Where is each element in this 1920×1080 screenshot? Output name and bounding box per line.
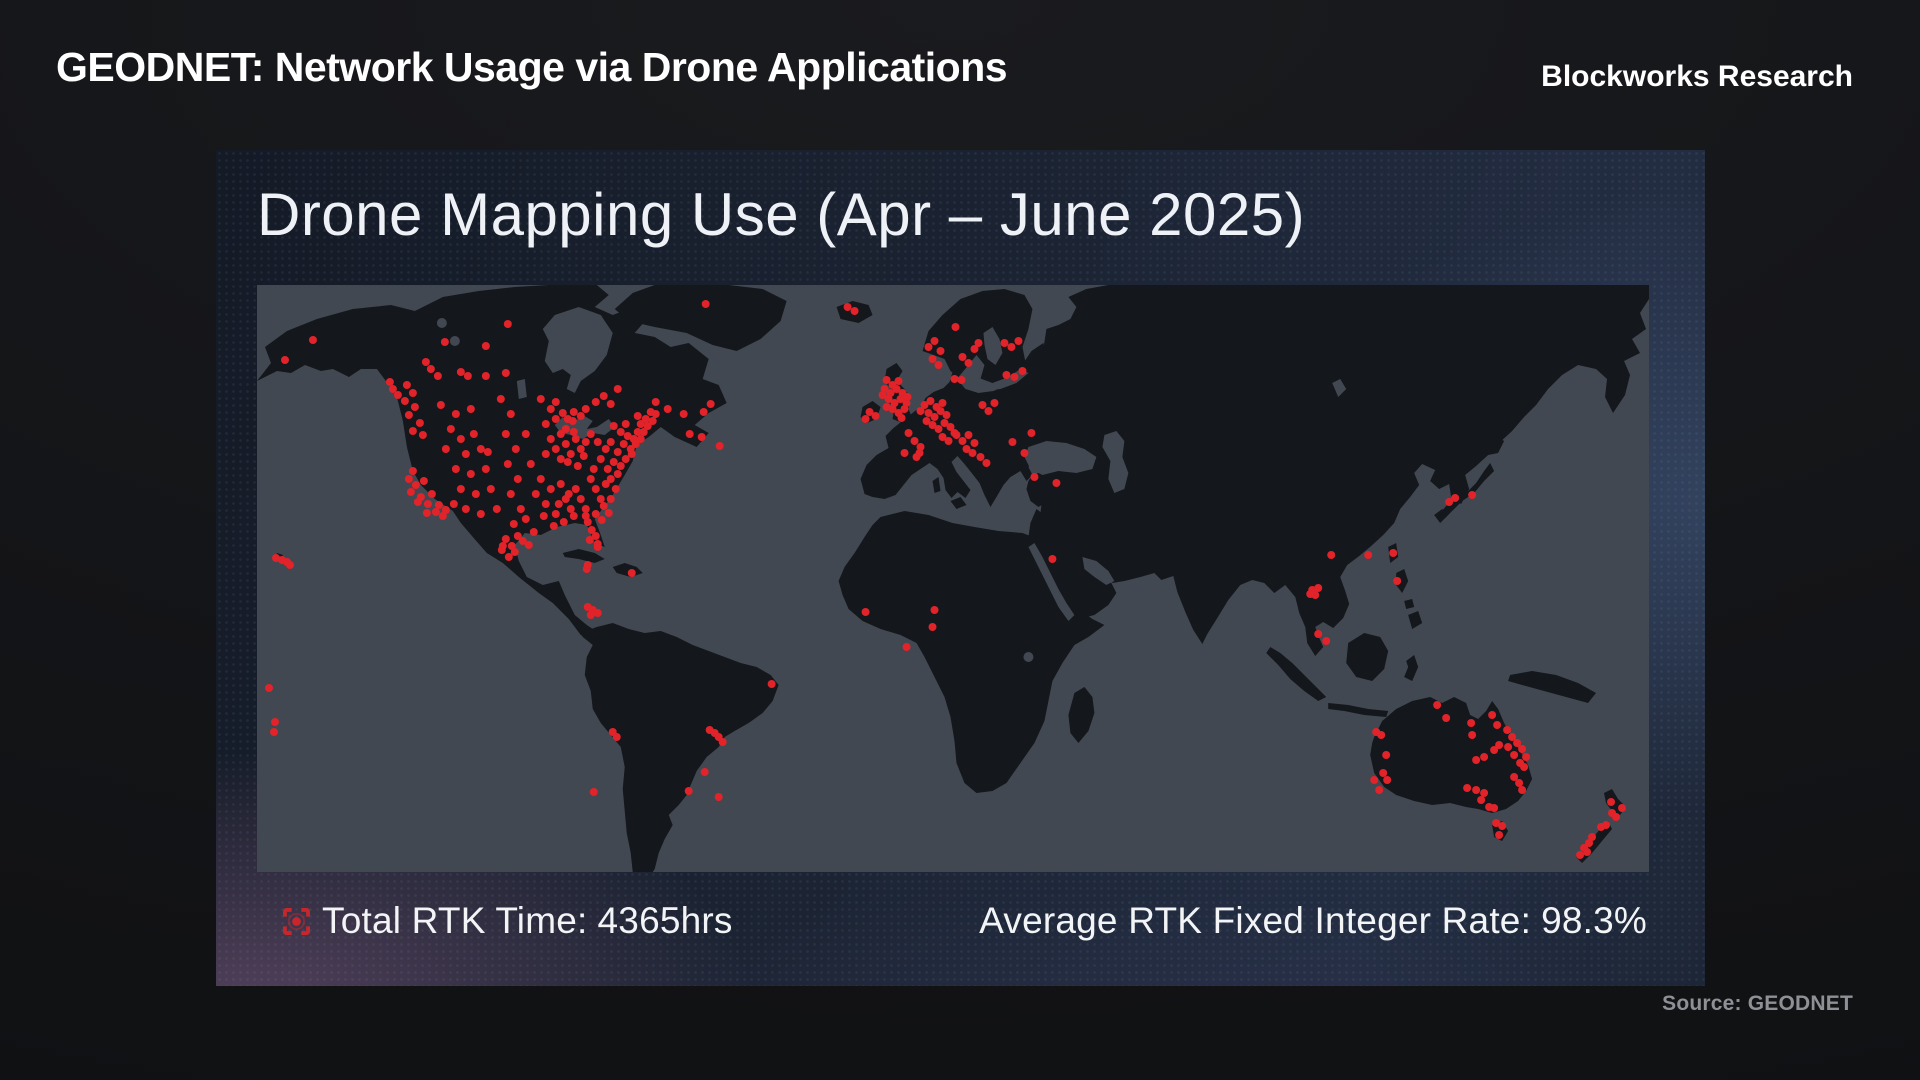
card-title: Drone Mapping Use (Apr – June 2025): [257, 181, 1306, 248]
source-label: Source: GEODNET: [1662, 992, 1853, 1015]
avg-rtk-stat: Average RTK Fixed Integer Rate: 98.3%: [979, 900, 1647, 942]
avg-rtk-label: Average RTK Fixed Integer Rate:: [979, 900, 1532, 941]
avg-rtk-value: 98.3%: [1541, 900, 1647, 941]
inland-water: [436, 307, 1347, 662]
world-map: [257, 285, 1649, 872]
stats-row: Total RTK Time: 4365hrs Average RTK Fixe…: [283, 888, 1647, 954]
target-icon: [283, 907, 310, 935]
rtk-usage-dots: [264, 300, 1627, 859]
total-rtk-label: Total RTK Time:: [322, 900, 588, 941]
brand-label: Blockworks Research: [1541, 60, 1853, 93]
total-rtk-value: 4365hrs: [597, 900, 733, 941]
page-title: GEODNET: Network Usage via Drone Applica…: [56, 44, 1008, 90]
drone-mapping-card: Drone Mapping Use (Apr – June 2025): [216, 150, 1705, 986]
world-map-svg: [257, 285, 1649, 872]
landmasses: [257, 285, 1649, 872]
total-rtk-stat: Total RTK Time: 4365hrs: [283, 900, 733, 942]
